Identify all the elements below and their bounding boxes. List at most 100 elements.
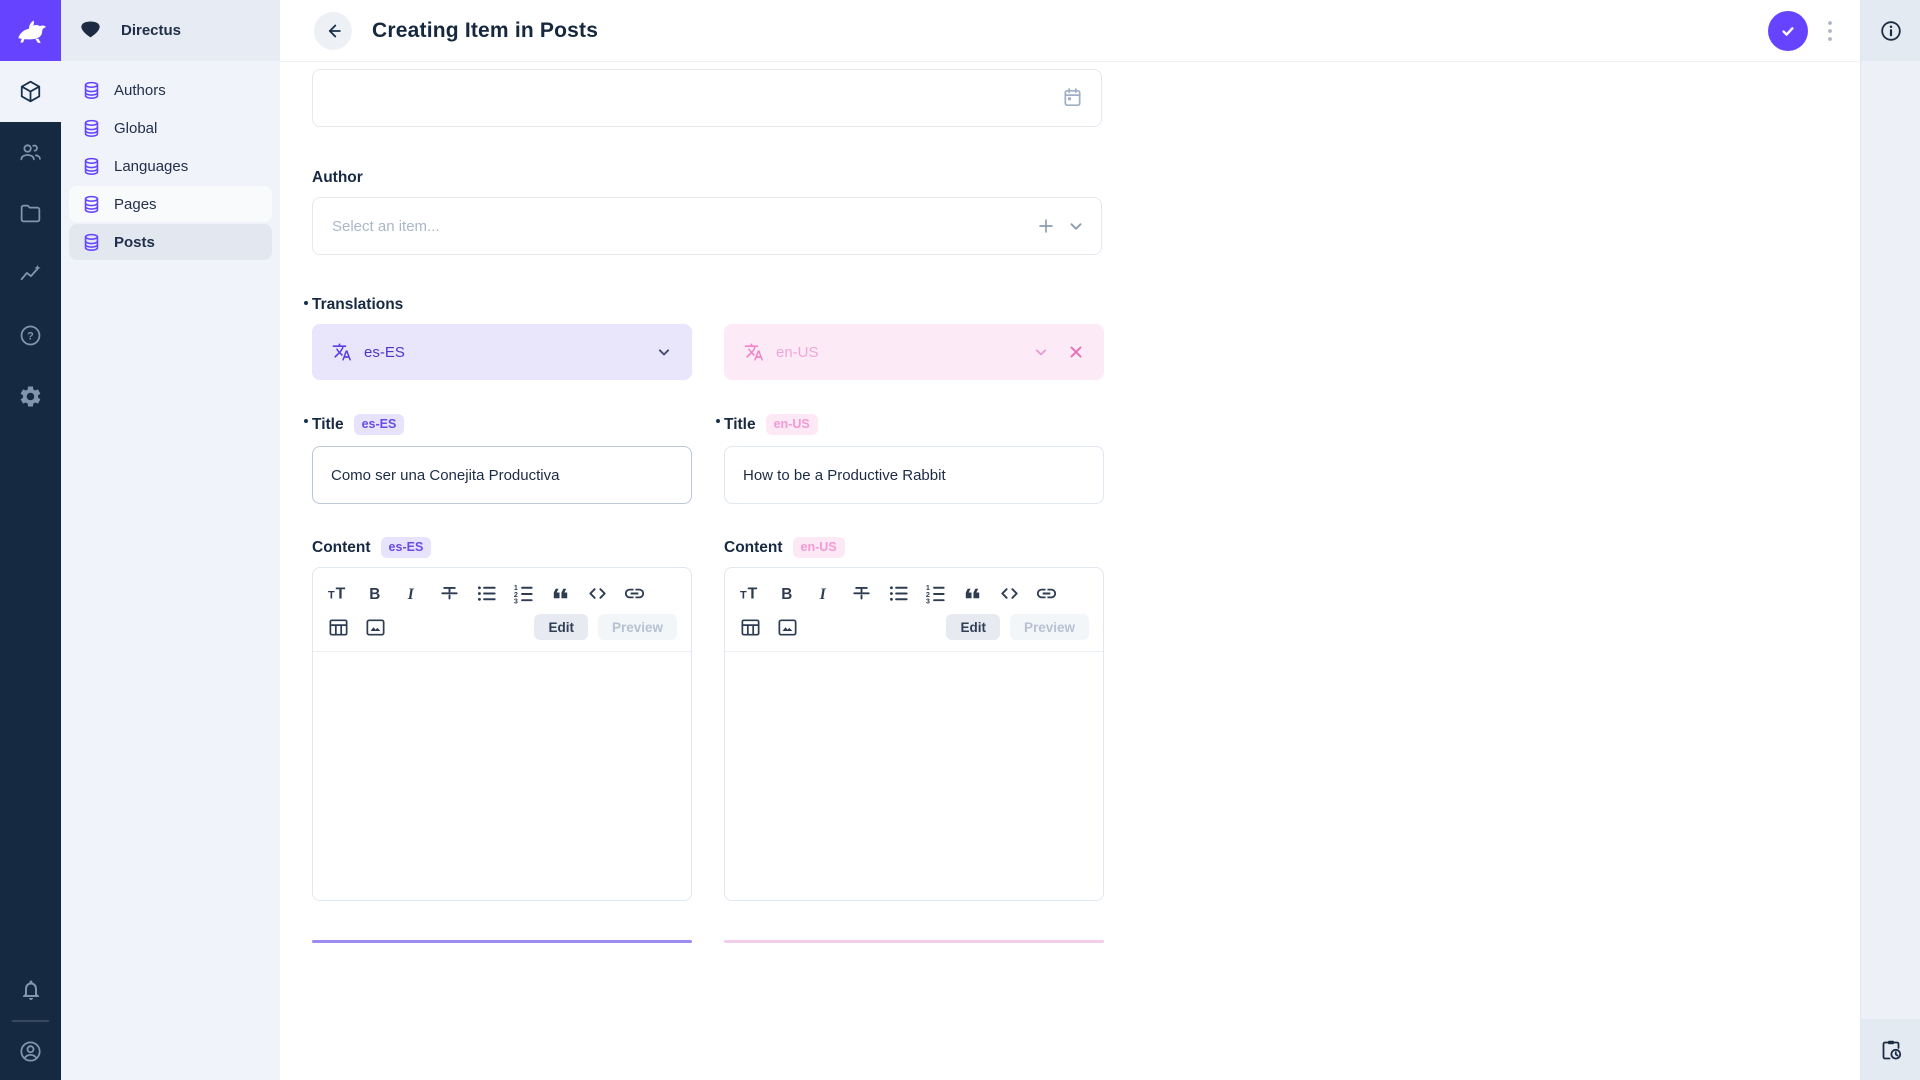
code-icon[interactable] [586, 582, 609, 605]
svg-text:I: I [819, 585, 827, 602]
translations-row: es-ES en-US [312, 324, 1104, 380]
editor-mode-buttons: Edit Preview [946, 614, 1089, 640]
strikethrough-icon[interactable] [850, 582, 873, 605]
code-icon[interactable] [998, 582, 1021, 605]
content-label-en: Content en-US [724, 537, 845, 558]
plus-icon[interactable] [1035, 215, 1057, 237]
chevron-down-icon[interactable] [1065, 215, 1087, 237]
info-sidebar-button[interactable] [1861, 0, 1920, 61]
revisions-sidebar-button[interactable] [1861, 1019, 1920, 1080]
notifications-button[interactable] [0, 959, 61, 1020]
editor-textarea-en[interactable] [725, 652, 1103, 900]
editor-textarea-es[interactable] [313, 652, 691, 900]
avatar-icon [18, 1039, 43, 1064]
link-icon[interactable] [1035, 582, 1058, 605]
save-button[interactable] [1768, 10, 1808, 51]
bell-icon [19, 978, 43, 1002]
language-badge: es-ES [380, 537, 432, 558]
project-bar[interactable]: Directus [61, 0, 280, 61]
module-files[interactable] [0, 183, 61, 244]
right-sidebar-rail [1860, 0, 1920, 1080]
svg-text:I: I [407, 585, 415, 602]
title-label-en: Title en-US [716, 414, 818, 435]
language-chip-en[interactable]: en-US [724, 324, 1104, 380]
preview-button[interactable]: Preview [1009, 614, 1089, 640]
svg-text:B: B [369, 585, 380, 602]
content-label-es: Content es-ES [312, 537, 432, 558]
bold-icon[interactable]: B [364, 582, 387, 605]
back-button[interactable] [314, 11, 352, 50]
author-label: Author [312, 169, 363, 186]
edit-button[interactable]: Edit [534, 614, 588, 640]
image-icon[interactable] [364, 616, 387, 639]
sidebar-item-label: Authors [114, 81, 166, 99]
date-field[interactable] [312, 69, 1102, 127]
database-icon [81, 194, 102, 215]
chevron-down-icon[interactable] [654, 342, 674, 362]
module-users[interactable] [0, 122, 61, 183]
svg-text:2: 2 [514, 590, 518, 598]
sidebar-item-languages[interactable]: Languages [69, 148, 272, 184]
calendar-icon [1061, 87, 1084, 110]
page-title: Creating Item in Posts [372, 18, 599, 42]
svg-text:1: 1 [926, 584, 930, 592]
title-input-en[interactable] [724, 446, 1104, 504]
italic-icon[interactable]: I [813, 582, 836, 605]
kebab-menu-icon [1827, 19, 1833, 43]
svg-text:1: 1 [514, 584, 518, 592]
table-icon[interactable] [327, 616, 350, 639]
image-icon[interactable] [776, 616, 799, 639]
main-area: Creating Item in Posts [280, 0, 1860, 1080]
database-icon [81, 232, 102, 253]
blockquote-icon[interactable] [549, 582, 572, 605]
preview-button[interactable]: Preview [597, 614, 677, 640]
sidebar-item-label: Languages [114, 157, 189, 175]
rabbit-logo-icon [12, 12, 50, 50]
module-bar: ? [0, 0, 61, 1080]
module-content[interactable] [0, 61, 61, 122]
more-options-button[interactable] [1820, 11, 1840, 51]
title-label-es: Title es-ES [303, 414, 405, 435]
bulleted-list-icon[interactable] [475, 582, 498, 605]
language-chip-es[interactable]: es-ES [312, 324, 692, 380]
right-rail-body [1861, 61, 1920, 1019]
sidebar-item-pages[interactable]: Pages [69, 186, 272, 222]
language-code: es-ES [364, 343, 405, 361]
title-input-es[interactable] [312, 446, 692, 504]
sidebar-item-authors[interactable]: Authors [69, 72, 272, 108]
sidebar-item-global[interactable]: Global [69, 110, 272, 146]
account-button[interactable] [0, 1022, 61, 1080]
language-badge: en-US [765, 414, 818, 435]
bold-icon[interactable]: B [776, 582, 799, 605]
sidebar-item-label: Global [114, 119, 158, 137]
project-name: Directus [121, 22, 182, 39]
divider-es [312, 940, 692, 943]
italic-icon[interactable]: I [401, 582, 424, 605]
edit-button[interactable]: Edit [946, 614, 1000, 640]
directus-logo[interactable] [0, 0, 61, 61]
blockquote-icon[interactable] [961, 582, 984, 605]
bulleted-list-icon[interactable] [887, 582, 910, 605]
module-settings[interactable] [0, 366, 61, 427]
link-icon[interactable] [623, 582, 646, 605]
module-insights[interactable] [0, 244, 61, 305]
close-icon[interactable] [1066, 342, 1086, 362]
strikethrough-icon[interactable] [438, 582, 461, 605]
sidebar-item-posts[interactable]: Posts [69, 224, 272, 260]
translate-icon [744, 342, 764, 362]
table-icon[interactable] [739, 616, 762, 639]
chevron-down-icon[interactable] [1031, 342, 1051, 362]
help-icon: ? [18, 323, 43, 348]
title-label-text: Title [724, 415, 756, 433]
author-select[interactable]: Select an item... [312, 197, 1102, 255]
module-help[interactable]: ? [0, 305, 61, 366]
